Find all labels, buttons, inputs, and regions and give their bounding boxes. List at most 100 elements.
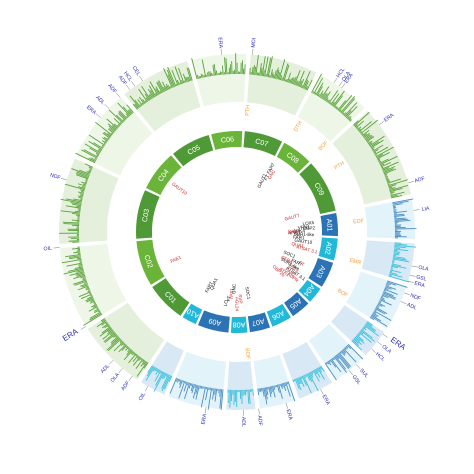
density-bar (212, 388, 215, 400)
gene-label: OBP2 (303, 225, 316, 231)
qtl-label: PTH (245, 105, 252, 116)
trait-label: OLA (341, 70, 352, 82)
density-bar (276, 384, 280, 393)
density-bar (392, 258, 410, 263)
density-bar (88, 157, 96, 162)
density-bar (382, 166, 396, 172)
density-bar (375, 307, 388, 315)
density-bar (367, 141, 370, 144)
density-bar (329, 359, 337, 368)
density-bar (179, 82, 181, 85)
density-bar (335, 106, 338, 109)
density-bar (105, 322, 108, 325)
density-bar (84, 163, 94, 168)
density-bar (78, 263, 83, 266)
density-bar (281, 77, 283, 81)
trait-tick (53, 247, 60, 249)
density-bar (364, 134, 371, 140)
density-bar (309, 371, 314, 378)
chromosome-C07 (243, 131, 283, 156)
chromosome-A06 (266, 303, 291, 327)
trait-tick (252, 48, 254, 55)
density-bar (286, 381, 289, 385)
density-bar (385, 176, 388, 178)
trait-label: SUL (358, 368, 369, 380)
density-bar (93, 308, 100, 312)
density-bar (379, 158, 389, 164)
density-bar (107, 133, 112, 137)
trait-tick (348, 370, 353, 376)
density-bar (381, 294, 389, 299)
density-bar (155, 368, 159, 372)
density-bar (393, 256, 406, 259)
density-bar (380, 296, 385, 300)
density-bar (381, 166, 384, 169)
density-bar (362, 327, 367, 331)
density-bar (126, 349, 132, 356)
density-bar (389, 271, 398, 275)
density-bar (279, 75, 283, 81)
density-bar (85, 179, 88, 181)
density-bar (120, 342, 125, 347)
density-bar (147, 88, 155, 99)
density-bar (294, 70, 301, 85)
density-bar (190, 383, 194, 392)
gene-label: QUA1 (291, 241, 305, 249)
density-bar (366, 321, 373, 326)
outer-track-background (59, 53, 415, 411)
density-bar (127, 348, 131, 353)
density-bar (102, 323, 109, 329)
outer-band-C07 (247, 54, 317, 116)
density-bar (150, 89, 156, 98)
density-bar (137, 98, 143, 106)
density-bar (160, 370, 163, 374)
density-bar (390, 268, 393, 270)
density-bar (299, 78, 305, 88)
density-bar (345, 346, 348, 350)
trait-tick (80, 326, 87, 330)
gene-label: FAR1 (284, 267, 297, 278)
density-bar (62, 221, 80, 224)
density-bar (96, 320, 107, 328)
density-bar (79, 193, 84, 196)
density-bar (89, 169, 92, 172)
density-bar (387, 179, 408, 187)
density-bar (89, 292, 92, 295)
trait-label: OLA (380, 344, 392, 355)
gene-label: ATSAT 3.1 (296, 244, 319, 254)
density-bar (341, 349, 346, 355)
density-bar (352, 339, 360, 346)
density-bar (364, 134, 372, 141)
density-bar (202, 74, 204, 78)
density-bar (392, 257, 408, 261)
density-bar (99, 327, 112, 337)
density-bar (68, 267, 84, 272)
qtl-label: BOF (244, 348, 251, 360)
gene-label: FAR1 (293, 234, 305, 240)
density-bar (144, 93, 150, 101)
density-bar (390, 269, 401, 274)
density-bar (330, 93, 340, 106)
outer-band-A03 (346, 271, 407, 329)
density-bar (95, 152, 100, 156)
density-bar (264, 387, 268, 400)
density-bar (85, 297, 94, 302)
density-bar (127, 347, 130, 350)
density-bar (377, 303, 383, 307)
density-bar (73, 198, 83, 202)
chromosome-A01 (320, 212, 339, 237)
density-bar (367, 140, 373, 145)
density-bar (141, 85, 151, 101)
density-bar (283, 64, 290, 82)
density-bar (279, 383, 281, 387)
density-bar (157, 81, 164, 93)
density-bar (308, 372, 319, 392)
trait-label: CEL (131, 65, 141, 77)
density-bar (131, 351, 135, 356)
trait-label: ADL (100, 363, 111, 375)
density-bar (80, 194, 84, 197)
density-bar (168, 85, 171, 90)
density-bar (293, 379, 296, 382)
density-bar (267, 56, 273, 78)
